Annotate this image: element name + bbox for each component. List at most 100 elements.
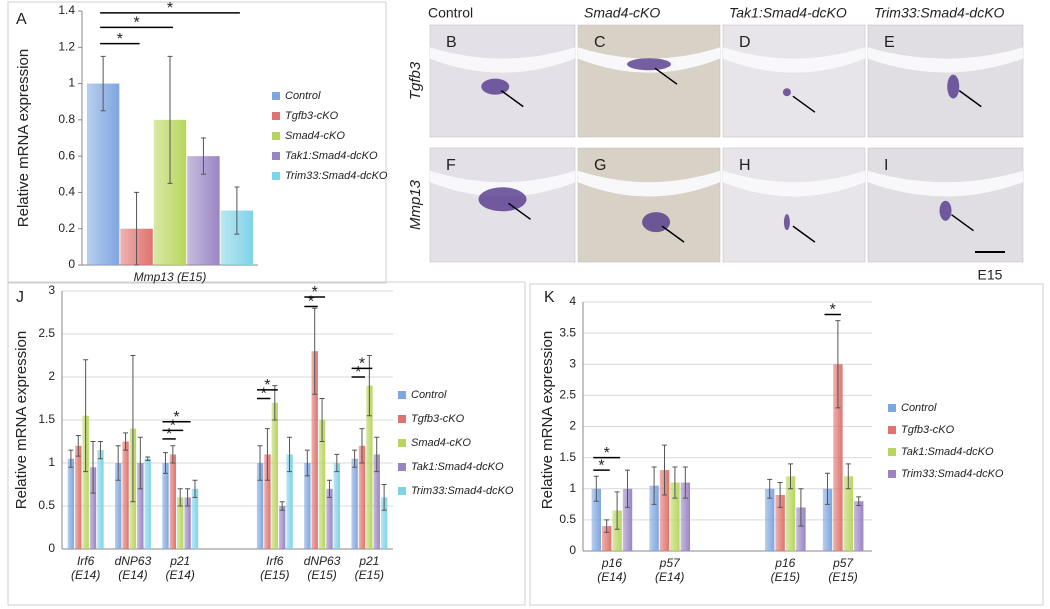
- error-bar: [326, 479, 332, 498]
- micrograph: [722, 147, 866, 263]
- y-tick-label: 1: [569, 481, 576, 495]
- legend-label: Tak1:Smad4-dcKO: [901, 446, 994, 458]
- micrograph: [577, 24, 721, 138]
- x-tick-label: p21 (E14): [165, 554, 195, 582]
- legend-swatch: [888, 470, 896, 478]
- bar: [318, 420, 326, 549]
- significance-star: *: [167, 0, 173, 17]
- bar: [86, 83, 120, 265]
- arrow: [958, 89, 982, 108]
- bar: [612, 510, 622, 551]
- y-tick-label: 0: [68, 257, 75, 271]
- panel-letter: D: [739, 34, 751, 51]
- bar: [333, 463, 341, 549]
- x-tick-label: p57 (E15): [828, 556, 858, 584]
- bar: [764, 488, 775, 551]
- bar: [67, 458, 75, 549]
- x-tick-label: p57 (E14): [655, 556, 685, 584]
- error-bar: [625, 469, 631, 508]
- y-tick-label: 1.5: [38, 412, 55, 426]
- bar: [843, 476, 854, 551]
- column-header: Control: [428, 5, 473, 21]
- error-bar: [90, 441, 96, 494]
- stain: [478, 187, 527, 212]
- error-bar: [264, 428, 270, 481]
- y-tick-label: 2.5: [559, 388, 576, 402]
- panel-frame: [7, 281, 526, 606]
- bar: [680, 482, 691, 551]
- error-bar: [162, 452, 168, 474]
- legend-swatch: [888, 448, 896, 456]
- error-bar: [185, 488, 191, 507]
- tissue-gap: [430, 170, 575, 197]
- arrow: [792, 95, 816, 113]
- tissue-gap: [430, 47, 575, 73]
- error-bar: [68, 449, 74, 468]
- micrograph: [722, 24, 866, 138]
- y-tick-label: 0.2: [58, 221, 75, 235]
- legend-swatch: [398, 439, 406, 447]
- x-tick-label: p16 (E15): [770, 556, 800, 584]
- bar: [114, 463, 122, 549]
- error-bar: [272, 385, 278, 421]
- x-tick-label: dNP63 (E15): [303, 554, 341, 582]
- bar: [271, 402, 278, 549]
- error-bar: [257, 445, 263, 481]
- legend-swatch: [398, 463, 406, 471]
- bar: [833, 364, 843, 551]
- legend-label: Tak1:Smad4-dcKO: [411, 461, 504, 473]
- error-bar: [661, 444, 667, 496]
- stain: [783, 214, 790, 231]
- bar: [144, 458, 151, 549]
- y-tick-label: 0.5: [559, 512, 576, 526]
- error-bar: [167, 55, 173, 184]
- error-bar: [234, 186, 240, 235]
- y-tick-label: 2: [569, 419, 576, 433]
- legend-label: Trim33:Smad4-dcKO: [901, 468, 1004, 480]
- bar: [380, 497, 388, 549]
- panel-letter: F: [446, 157, 456, 174]
- panel-letter: E: [884, 34, 895, 51]
- x-tick-label: dNP63 (E14): [114, 554, 152, 582]
- bar: [89, 467, 97, 549]
- row-label: Mmp13: [407, 179, 424, 230]
- significance-star: *: [173, 409, 179, 426]
- y-tick-label: 2: [48, 369, 55, 383]
- bar: [75, 445, 82, 549]
- tissue-gap: [723, 47, 865, 73]
- bar: [184, 497, 191, 549]
- error-bar: [682, 466, 688, 499]
- bar: [264, 454, 271, 549]
- error-bar: [835, 320, 841, 409]
- x-tick-label: p21 (E15): [354, 554, 385, 582]
- significance-star: *: [355, 364, 361, 381]
- legend-swatch: [272, 132, 280, 140]
- legend-label: Smad4-cKO: [411, 437, 471, 449]
- bar: [191, 488, 199, 549]
- column-header: Tak1:Smad4-dcKO: [729, 5, 847, 21]
- error-bar: [845, 463, 851, 490]
- bar: [256, 463, 264, 549]
- bar: [311, 351, 318, 549]
- x-tick-label: p16 (E14): [597, 556, 627, 584]
- panel-letter: A: [16, 11, 27, 28]
- bar: [591, 488, 601, 551]
- panel-letter: B: [446, 34, 457, 51]
- significance-star: *: [117, 31, 123, 48]
- legend-label: Tgfb3-cKO: [411, 413, 465, 425]
- tissue-gap: [578, 170, 720, 197]
- error-bar: [352, 449, 358, 468]
- bar: [659, 470, 670, 551]
- tissue-gap: [868, 47, 1023, 73]
- bar: [366, 385, 373, 549]
- bar: [796, 507, 806, 551]
- error-bar: [374, 436, 380, 473]
- bar: [137, 463, 144, 549]
- legend-label: Tgfb3-cKO: [901, 424, 955, 436]
- error-bar: [359, 428, 365, 464]
- panel-letter: K: [544, 289, 555, 306]
- y-tick-label: 0.5: [38, 498, 55, 512]
- arrow: [508, 202, 531, 220]
- error-bar: [366, 355, 372, 417]
